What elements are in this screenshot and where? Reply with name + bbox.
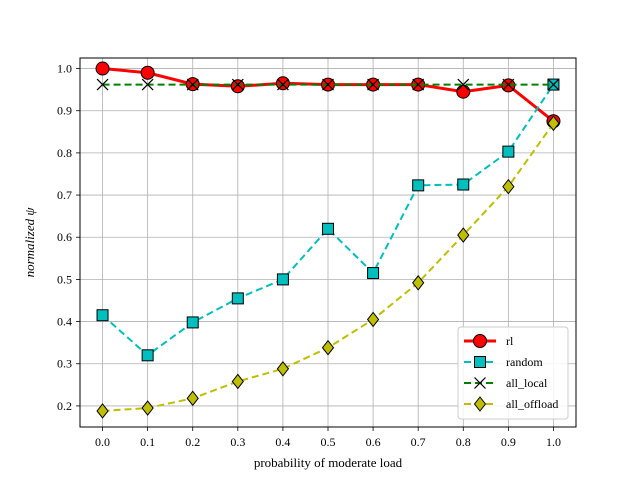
- data-point: [186, 390, 199, 407]
- data-point: [502, 178, 515, 195]
- data-point: [140, 65, 155, 80]
- data-point: [367, 78, 380, 91]
- data-point: [412, 274, 425, 291]
- x-tick-label: 0.7: [411, 435, 426, 449]
- y-tick-label: 0.3: [57, 357, 72, 371]
- data-point: [321, 339, 335, 356]
- data-point: [230, 79, 245, 94]
- legend-item-random: random: [464, 355, 543, 369]
- x-marker-stroke: [547, 78, 560, 91]
- data-point: [186, 78, 199, 91]
- data-point: [412, 179, 425, 192]
- x-tick-label: 0.8: [456, 435, 471, 449]
- y-tick-label: 0.2: [57, 399, 72, 413]
- ticks: 0.0 0.1 0.2 0.3 0.4 0.5 0.6 0.7 0.8 0.9 1.0 0.2 0.3 0…: [57, 62, 561, 449]
- x-tick-label: 0.1: [140, 435, 155, 449]
- data-point: [412, 78, 425, 91]
- x-tick-label: 0.4: [275, 435, 290, 449]
- legend-label: all_offload: [506, 397, 558, 411]
- series-all-offload: [96, 115, 560, 419]
- x-marker-stroke: [412, 78, 425, 91]
- x-tick-label: 1.0: [546, 435, 561, 449]
- legend: rl random all_local all_offload: [457, 326, 569, 420]
- data-point: [276, 78, 289, 91]
- y-tick-label: 0.5: [57, 272, 72, 286]
- legend-item-rl: rl: [464, 334, 514, 348]
- data-point: [366, 311, 380, 328]
- y-tick-label: 0.8: [57, 146, 72, 160]
- legend-item-all-offload: all_offload: [464, 396, 558, 412]
- x-marker-stroke: [141, 78, 154, 91]
- data-point: [367, 267, 380, 280]
- data-point: [231, 373, 244, 390]
- data-point: [276, 273, 289, 286]
- x-tick-label: 0.0: [95, 435, 110, 449]
- x-marker-stroke: [457, 78, 470, 91]
- data-point: [322, 78, 334, 91]
- data-point: [502, 78, 515, 91]
- legend-box: [457, 326, 569, 420]
- data-point: [96, 309, 109, 322]
- data-point: [322, 222, 334, 235]
- data-point: [457, 178, 470, 191]
- y-axis-label: normalized ψ: [22, 207, 37, 278]
- x-marker-stroke: [502, 78, 515, 91]
- data-point: [96, 403, 109, 419]
- data-point: [96, 78, 109, 91]
- data-point: [547, 78, 560, 91]
- legend-marker: [473, 334, 487, 348]
- x-axis-label: probability of moderate load: [254, 455, 403, 470]
- x-tick-label: 0.9: [501, 435, 516, 449]
- y-tick-label: 0.4: [57, 315, 72, 329]
- data-point: [275, 76, 290, 91]
- data-point: [141, 349, 154, 362]
- x-marker-stroke: [186, 78, 199, 91]
- data-point: [231, 292, 244, 305]
- x-tick-label: 0.3: [230, 435, 245, 449]
- legend-marker: [474, 377, 486, 389]
- legend-marker: [473, 396, 487, 412]
- legend-label: all_local: [506, 376, 548, 390]
- x-marker-stroke: [474, 377, 486, 389]
- series-all-local: [96, 78, 560, 91]
- y-tick-label: 0.6: [57, 230, 72, 244]
- x-marker-stroke: [231, 78, 244, 91]
- x-marker-stroke: [322, 78, 334, 91]
- x-marker-stroke: [367, 78, 380, 91]
- data-point: [502, 145, 515, 158]
- legend-label: rl: [506, 334, 514, 348]
- legend-marker: [474, 356, 486, 368]
- x-marker-stroke: [96, 78, 109, 91]
- x-tick-label: 0.2: [185, 435, 200, 449]
- legend-label: random: [506, 355, 543, 369]
- y-tick-label: 0.7: [57, 188, 72, 202]
- data-point: [547, 115, 560, 132]
- data-point: [457, 227, 470, 243]
- series-layer: [95, 61, 561, 419]
- data-point: [457, 78, 470, 91]
- x-tick-label: 0.6: [366, 435, 381, 449]
- x-tick-label: 0.5: [321, 435, 336, 449]
- x-marker-stroke: [276, 78, 289, 91]
- data-point: [141, 78, 154, 91]
- y-tick-label: 0.9: [57, 104, 72, 118]
- series-line: [101, 84, 555, 357]
- data-point: [456, 84, 471, 99]
- y-tick-label: 1.0: [57, 62, 72, 76]
- legend-item-all-local: all_local: [464, 376, 548, 390]
- data-point: [95, 61, 110, 76]
- data-point: [186, 316, 199, 329]
- data-point: [141, 400, 154, 416]
- data-point: [276, 360, 290, 377]
- data-point: [231, 78, 244, 91]
